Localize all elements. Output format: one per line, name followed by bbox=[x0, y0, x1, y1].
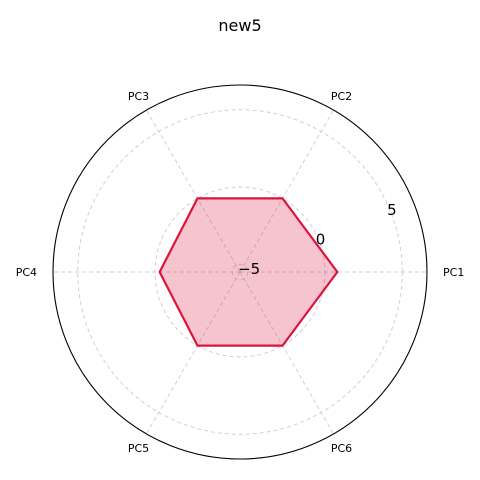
axis-label-pc2: PC2 bbox=[331, 90, 352, 103]
label-layer: PC1 PC2 PC3 PC4 PC5 PC6 −5 0 5 bbox=[16, 90, 465, 455]
spoke-pc5 bbox=[146, 271, 241, 435]
r-tick-label: 5 bbox=[387, 201, 397, 219]
axis-label-pc4: PC4 bbox=[16, 266, 37, 279]
axis-label-pc1: PC1 bbox=[443, 266, 464, 279]
axis-label-pc3: PC3 bbox=[128, 90, 149, 103]
series-area bbox=[159, 198, 338, 346]
r-tick-label: −5 bbox=[238, 260, 260, 278]
chart-title: new5 bbox=[218, 16, 261, 35]
spoke-pc3 bbox=[146, 109, 241, 273]
spoke-pc2 bbox=[239, 109, 334, 273]
grid-layer bbox=[53, 109, 427, 435]
outer-frame bbox=[52, 84, 428, 460]
spoke-pc6 bbox=[239, 271, 334, 435]
series-layer bbox=[158, 197, 339, 347]
r-tick-label: 0 bbox=[316, 230, 326, 248]
axis-label-pc6: PC6 bbox=[331, 442, 352, 455]
axis-label-pc5: PC5 bbox=[128, 442, 149, 455]
